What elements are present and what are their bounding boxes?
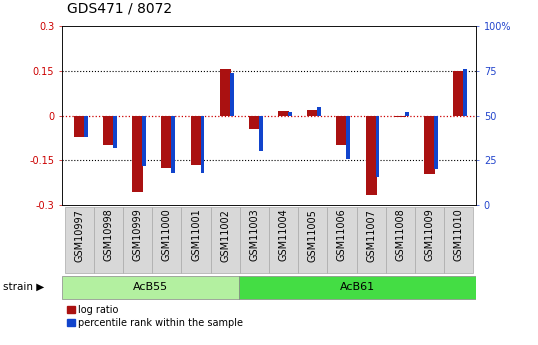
Bar xyxy=(113,116,117,148)
Bar xyxy=(346,116,350,159)
Text: GSM10998: GSM10998 xyxy=(103,209,114,262)
Text: GSM11001: GSM11001 xyxy=(191,209,201,262)
FancyBboxPatch shape xyxy=(357,207,386,273)
Bar xyxy=(249,116,260,129)
FancyBboxPatch shape xyxy=(181,207,211,273)
Bar xyxy=(424,116,435,174)
Bar xyxy=(230,72,233,116)
Bar xyxy=(74,116,85,137)
Text: GSM11003: GSM11003 xyxy=(250,209,259,262)
Bar xyxy=(132,116,143,192)
Text: GSM11006: GSM11006 xyxy=(337,209,347,262)
Bar xyxy=(336,116,348,146)
FancyBboxPatch shape xyxy=(327,207,357,273)
Bar xyxy=(172,116,175,173)
Bar xyxy=(365,116,377,195)
Bar xyxy=(278,111,289,116)
Text: AcB55: AcB55 xyxy=(133,282,168,292)
Bar xyxy=(190,116,202,165)
FancyBboxPatch shape xyxy=(123,207,152,273)
Bar xyxy=(201,116,204,173)
FancyBboxPatch shape xyxy=(65,207,94,273)
Bar xyxy=(220,69,231,116)
Text: GSM11000: GSM11000 xyxy=(162,209,172,262)
Legend: log ratio, percentile rank within the sample: log ratio, percentile rank within the sa… xyxy=(67,305,243,328)
Bar xyxy=(259,116,263,151)
FancyBboxPatch shape xyxy=(240,207,269,273)
Text: GSM10997: GSM10997 xyxy=(74,209,84,262)
Bar xyxy=(307,110,318,116)
Text: GSM11009: GSM11009 xyxy=(424,209,435,262)
Bar xyxy=(317,107,321,116)
Bar xyxy=(434,116,438,169)
Bar xyxy=(161,116,173,168)
Bar xyxy=(405,112,408,116)
FancyBboxPatch shape xyxy=(444,207,473,273)
FancyBboxPatch shape xyxy=(386,207,415,273)
Text: GSM11008: GSM11008 xyxy=(395,209,405,262)
Text: GSM11004: GSM11004 xyxy=(279,209,288,262)
Text: GSM11002: GSM11002 xyxy=(220,209,230,262)
Text: GSM11010: GSM11010 xyxy=(454,209,464,262)
FancyBboxPatch shape xyxy=(211,207,240,273)
Text: GDS471 / 8072: GDS471 / 8072 xyxy=(67,2,172,16)
Text: GSM11005: GSM11005 xyxy=(308,209,318,262)
Text: GSM11007: GSM11007 xyxy=(366,209,376,262)
Text: GSM10999: GSM10999 xyxy=(133,209,143,262)
Bar xyxy=(142,116,146,166)
Text: AcB61: AcB61 xyxy=(340,282,376,292)
Bar xyxy=(288,112,292,116)
FancyBboxPatch shape xyxy=(62,276,239,299)
Bar xyxy=(376,116,379,177)
Bar xyxy=(103,116,114,146)
FancyBboxPatch shape xyxy=(269,207,298,273)
Bar xyxy=(463,69,467,116)
Bar xyxy=(84,116,88,137)
FancyBboxPatch shape xyxy=(415,207,444,273)
Bar xyxy=(453,71,464,116)
FancyBboxPatch shape xyxy=(298,207,327,273)
Bar xyxy=(395,116,406,117)
FancyBboxPatch shape xyxy=(94,207,123,273)
FancyBboxPatch shape xyxy=(152,207,181,273)
Text: strain ▶: strain ▶ xyxy=(3,282,44,292)
FancyBboxPatch shape xyxy=(239,276,476,299)
